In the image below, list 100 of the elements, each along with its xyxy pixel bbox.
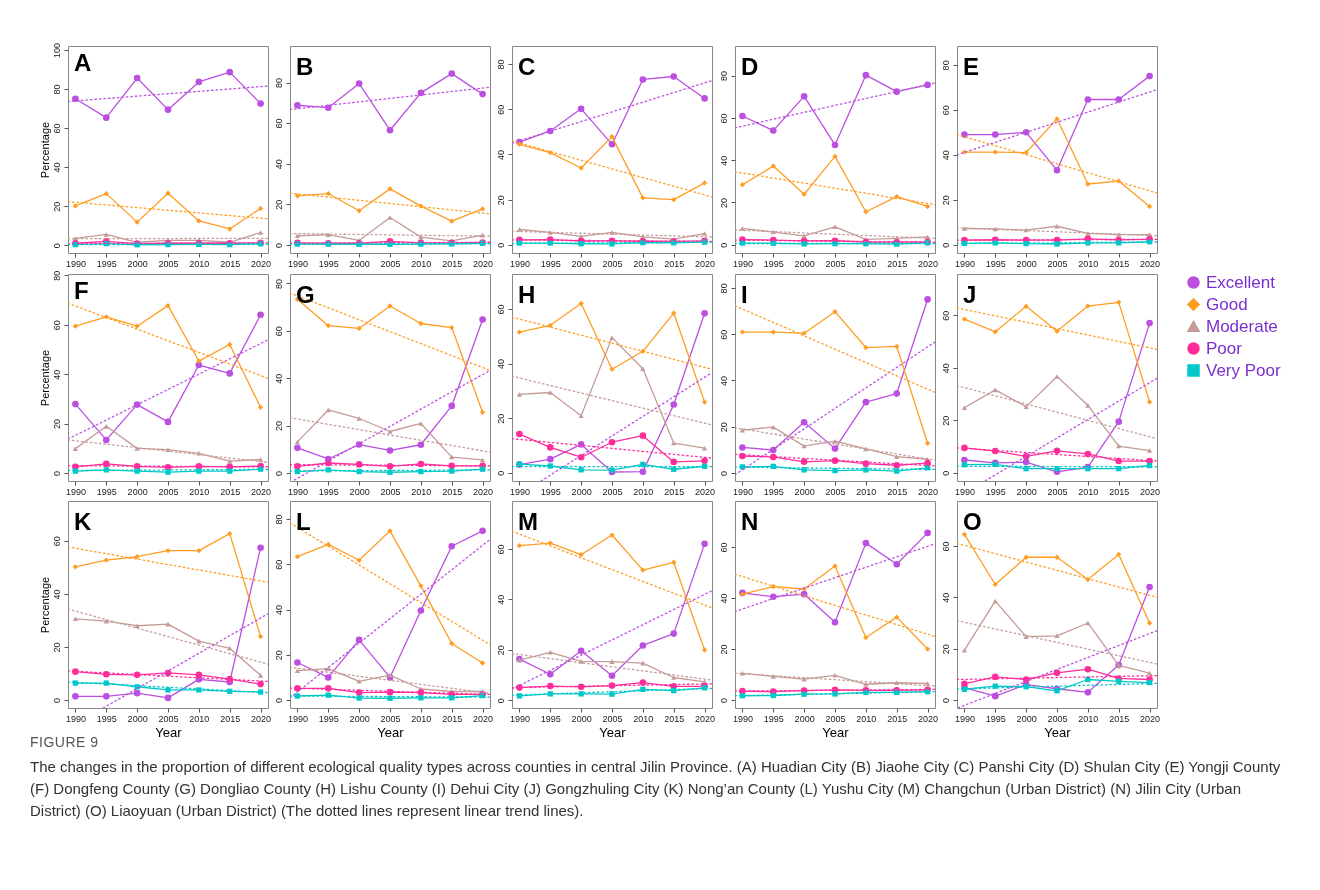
y-tick-label: 60 [495, 303, 506, 314]
x-tick-label: 2015 [1109, 713, 1130, 724]
x-tick-label: 1990 [288, 713, 309, 724]
y-tick-label: 60 [718, 542, 729, 553]
x-tick-label: 2020 [251, 713, 272, 724]
y-tick-label: 20 [940, 415, 951, 426]
x-tick-label: 2005 [158, 258, 179, 269]
x-tick-label: 2000 [1016, 258, 1037, 269]
x-tick-label: 1995 [541, 258, 562, 269]
y-tick-label: 0 [51, 243, 62, 249]
y-tick-label: 60 [495, 544, 506, 555]
x-tick-label: 1990 [65, 713, 86, 724]
chart-title: D [740, 53, 758, 80]
x-tick-label: 2010 [189, 258, 210, 269]
x-tick-label: 2020 [917, 486, 938, 496]
y-tick-label: 40 [273, 605, 284, 616]
x-tick-label: 2020 [695, 486, 716, 496]
x-tick-label: 2015 [664, 486, 685, 496]
x-tick-label: 2010 [633, 486, 654, 496]
chart-title: O [962, 508, 982, 535]
x-tick-label: 2020 [1139, 713, 1160, 724]
y-tick-label: 0 [273, 242, 284, 248]
x-tick-label: 2015 [1109, 258, 1130, 269]
x-tick-label: 2010 [855, 713, 876, 724]
caption: FIGURE 9 [30, 734, 99, 750]
x-tick-label: 2000 [349, 486, 370, 496]
chart-title: H [518, 280, 536, 308]
x-tick-label: 2000 [349, 258, 370, 269]
y-tick-label: 60 [273, 118, 284, 129]
y-tick-label: 60 [51, 123, 62, 134]
legend-label: Moderate [1205, 316, 1278, 335]
y-tick-label: 80 [51, 84, 62, 95]
y-tick-label: 0 [51, 698, 62, 704]
x-tick-label: 2020 [695, 258, 716, 269]
y-tick-label: 40 [495, 594, 506, 605]
x-tick-label: 2000 [794, 713, 815, 724]
x-tick-label: 2000 [794, 486, 815, 496]
x-tick-label: 1990 [288, 258, 309, 269]
x-tick-label: 2010 [1078, 486, 1099, 496]
y-tick-label: 0 [940, 698, 951, 704]
x-tick-label: 2010 [411, 486, 432, 496]
y-tick-label: 40 [718, 375, 729, 386]
y-tick-label: 20 [51, 418, 62, 429]
x-tick-label: 1990 [288, 486, 309, 496]
y-tick-label: 20 [273, 199, 284, 210]
x-tick-label: 1990 [954, 486, 975, 496]
y-tick-label: 60 [273, 325, 284, 336]
y-tick-label: 40 [495, 149, 506, 160]
y-tick-label: 0 [495, 470, 506, 476]
x-tick-label: 1990 [732, 713, 753, 724]
y-tick-label: 60 [940, 541, 951, 552]
x-tick-label: 2010 [189, 486, 210, 496]
legend-label: Excellent [1205, 272, 1276, 291]
x-tick-label: 2015 [1109, 486, 1130, 496]
x-tick-label: 1990 [510, 486, 531, 496]
chart-title: K [74, 508, 92, 535]
x-tick-label: 2005 [825, 486, 846, 496]
y-axis-title: Percentage [38, 349, 51, 406]
x-tick-label: 2005 [1047, 258, 1068, 269]
text: The changes in the proportion of different ecological quality types across counties in central Jilin Province. (A) Huadian City (B) Jiaohe City (C) Panshi City (D) Shulan City (E) Yongji County (F) Dongfeng County (G) Dongliao County (H) Lishu County (I) Dehui City (J) Gongzhuling City (K) Nong’an County (L) Yushu City (M) Changchun (Urban District) (N) Jilin City (Urban District) (O) Liaoyuan (Urban District) (The dotted lines represent linear trend lines). [30, 757, 1282, 821]
x-tick-label: 2015 [442, 713, 463, 724]
x-tick-label: 2010 [411, 713, 432, 724]
y-tick-label: 60 [273, 559, 284, 570]
x-tick-label: 2020 [473, 258, 494, 269]
x-tick-label: 2005 [602, 713, 623, 724]
x-tick-label: 2005 [158, 713, 179, 724]
x-tick-label: 2005 [825, 258, 846, 269]
x-tick-label: 2015 [220, 486, 241, 496]
x-tick-label: 2015 [220, 258, 241, 269]
x-tick-label: 2005 [825, 713, 846, 724]
y-tick-label: 80 [495, 59, 506, 70]
x-axis-title: Year [821, 724, 849, 740]
x-tick-label: 1995 [541, 486, 562, 496]
y-tick-label: 0 [273, 470, 284, 476]
y-axis-title: Percentage [38, 121, 51, 179]
x-tick-label: 2015 [886, 713, 907, 724]
x-tick-label: 1995 [96, 258, 117, 269]
x-tick-label: 1995 [763, 486, 784, 496]
x-tick-label: 2020 [251, 486, 272, 496]
y-tick-label: 80 [940, 60, 951, 71]
x-tick-label: 1995 [985, 713, 1006, 724]
x-tick-label: 1995 [763, 258, 784, 269]
x-tick-label: 2010 [1078, 258, 1099, 269]
y-tick-label: 40 [51, 369, 62, 380]
y-tick-label: 60 [718, 329, 729, 340]
y-tick-label: 20 [940, 195, 951, 206]
x-tick-label: 2015 [664, 258, 685, 269]
x-tick-label: 2005 [380, 713, 401, 724]
y-tick-label: 0 [51, 470, 62, 476]
x-tick-label: 2005 [602, 258, 623, 269]
chart-title: L [296, 508, 311, 535]
x-tick-label: 2020 [251, 258, 272, 269]
x-tick-label: 2000 [1016, 486, 1037, 496]
chart-title: G [296, 280, 315, 308]
y-tick-label: 80 [51, 270, 62, 281]
y-tick-label: 40 [51, 589, 62, 600]
y-tick-label: 20 [495, 645, 506, 656]
y-tick-label: 0 [718, 698, 729, 704]
y-tick-label: 40 [51, 162, 62, 173]
y-tick-label: 20 [718, 421, 729, 432]
